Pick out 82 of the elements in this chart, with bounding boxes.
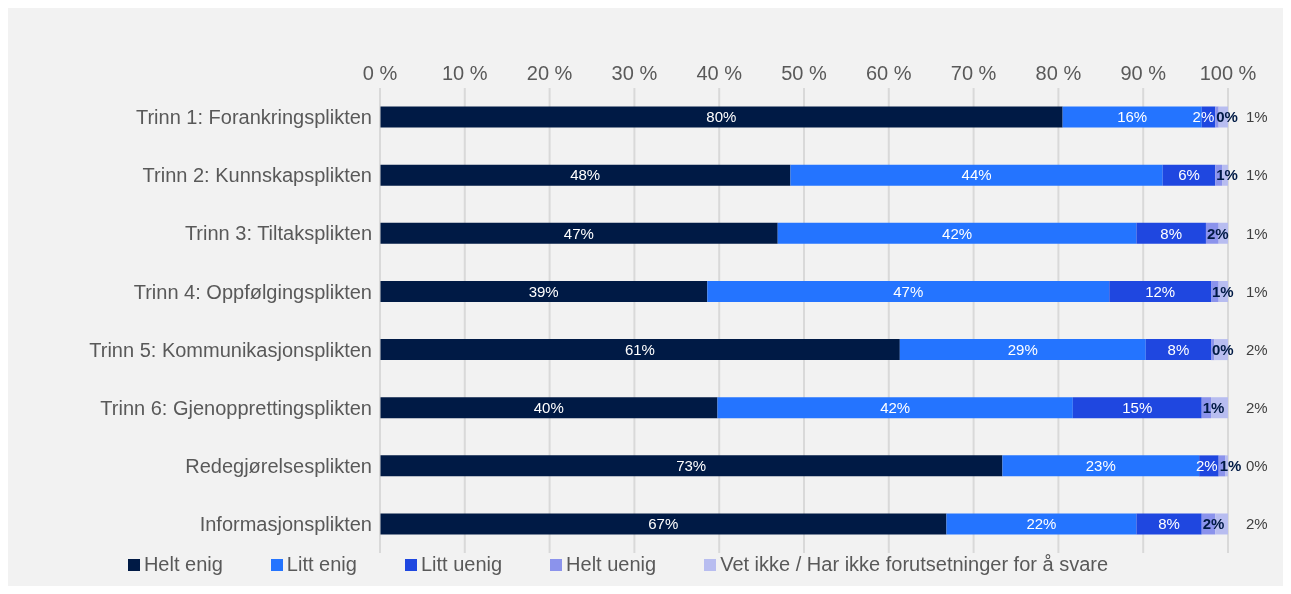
- bar: [1072, 397, 1202, 419]
- data-label: 0%: [1212, 340, 1234, 358]
- y-tick-label: Trinn 4: Oppfølgingsplikten: [133, 280, 372, 303]
- data-label: 61%: [624, 340, 655, 358]
- data-label: 40%: [533, 398, 564, 416]
- legend-label: Helt enig: [142, 553, 223, 576]
- bar: [380, 339, 900, 361]
- x-tick-label: 100 %: [1199, 62, 1257, 84]
- bar: [380, 397, 718, 419]
- x-tick-label: 70 %: [950, 62, 997, 84]
- x-tick-label: 40 %: [696, 62, 743, 84]
- data-label: 47%: [893, 282, 924, 300]
- legend-label: Helt uenig: [565, 553, 657, 576]
- bar: [1109, 280, 1212, 302]
- x-tick-label: 50 %: [781, 62, 828, 84]
- bar: [946, 513, 1137, 535]
- data-label: 22%: [1026, 515, 1057, 533]
- x-tick-label: 30 %: [611, 62, 658, 84]
- data-label: 15%: [1122, 398, 1153, 416]
- y-tick-label: Trinn 3: Tiltaksplikten: [184, 222, 372, 245]
- bar: [777, 222, 1137, 244]
- y-tick-label: Redegjørelsesplikten: [185, 454, 372, 477]
- data-label: 2%: [1246, 340, 1268, 358]
- bar: [1136, 513, 1202, 535]
- bar: [717, 397, 1073, 419]
- x-tick-label: 10 %: [442, 62, 488, 84]
- legend-label: Vet ikke / Har ikke forutsetninger for å svare: [719, 553, 1109, 576]
- data-label: 42%: [942, 224, 973, 242]
- bar: [899, 339, 1146, 361]
- data-label: 1%: [1216, 166, 1238, 184]
- data-label: 1%: [1219, 457, 1242, 475]
- legend-label: Litt enig: [285, 553, 357, 576]
- data-label: 6%: [1178, 166, 1200, 184]
- data-label: 8%: [1167, 340, 1190, 358]
- data-label: 1%: [1212, 282, 1234, 300]
- x-tick-label: 20 %: [526, 62, 573, 84]
- data-label: 29%: [1007, 340, 1038, 358]
- x-tick-label: 90 %: [1120, 62, 1167, 84]
- data-label: 47%: [563, 224, 594, 242]
- y-tick-label: Trinn 1: Forankringsplikten: [135, 106, 372, 129]
- x-tick-label: 80 %: [1035, 62, 1082, 84]
- data-label: 42%: [880, 398, 911, 416]
- x-tick-label: 60 %: [866, 62, 912, 84]
- data-label: 1%: [1246, 108, 1268, 126]
- data-label: 2%: [1206, 224, 1229, 242]
- y-tick-label: Trinn 2: Kunnskapsplikten: [142, 164, 372, 187]
- data-label: 1%: [1246, 282, 1268, 300]
- data-label: 1%: [1246, 224, 1268, 242]
- data-label: 67%: [648, 515, 679, 533]
- y-tick-label: Informasjonsplikten: [199, 513, 372, 536]
- data-label: 8%: [1158, 515, 1180, 533]
- data-label: 44%: [961, 166, 992, 184]
- legend-label: Litt uenig: [419, 553, 503, 576]
- data-label: 2%: [1246, 515, 1268, 533]
- data-label: 2%: [1246, 398, 1268, 416]
- bar: [380, 280, 708, 302]
- bar: [380, 513, 947, 535]
- data-label: 1%: [1246, 166, 1268, 184]
- bar: [707, 280, 1110, 302]
- bar: [380, 106, 1063, 128]
- y-tick-label: Trinn 6: Gjenopprettingsplikten: [100, 396, 372, 419]
- data-label: 8%: [1160, 224, 1183, 242]
- data-label: 0%: [1246, 457, 1268, 475]
- data-label: 2%: [1195, 457, 1218, 475]
- data-label: 80%: [706, 108, 737, 126]
- bar: [790, 164, 1163, 186]
- data-label: 23%: [1085, 457, 1116, 475]
- bar: [1136, 222, 1206, 244]
- bar: [380, 455, 1003, 477]
- data-label: 39%: [528, 282, 559, 300]
- data-label: 2%: [1202, 515, 1225, 533]
- bar: [380, 164, 791, 186]
- y-tick-label: Trinn 5: Kommunikasjonsplikten: [89, 338, 372, 361]
- data-label: 2%: [1192, 108, 1215, 126]
- data-label: 16%: [1117, 108, 1148, 126]
- bar: [380, 222, 778, 244]
- data-label: 48%: [570, 166, 601, 184]
- x-tick-label: 0 %: [362, 62, 398, 84]
- data-label: 73%: [676, 457, 707, 475]
- data-label: 0%: [1216, 108, 1238, 126]
- data-label: 12%: [1145, 282, 1176, 300]
- data-label: 1%: [1202, 398, 1225, 416]
